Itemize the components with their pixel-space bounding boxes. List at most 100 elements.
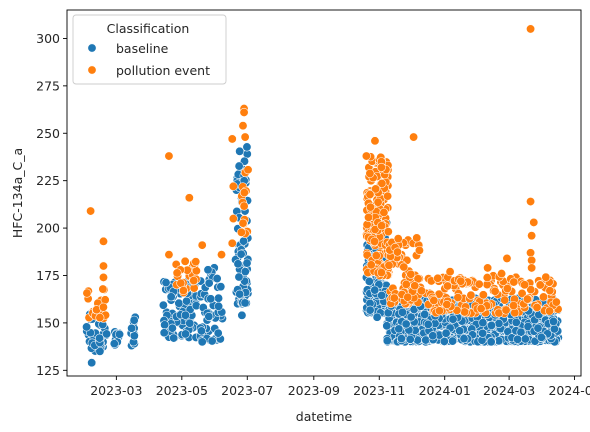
point-baseline (115, 330, 123, 338)
point-pollution-event (229, 214, 237, 222)
point-pollution-event (417, 287, 425, 295)
point-pollution-event (400, 263, 408, 271)
point-pollution-event (390, 294, 398, 302)
point-pollution-event (527, 264, 535, 272)
point-pollution-event (454, 293, 462, 301)
point-baseline (175, 299, 183, 307)
point-baseline (449, 315, 457, 323)
point-baseline (366, 306, 374, 314)
point-pollution-event (190, 276, 198, 284)
point-pollution-event (530, 218, 538, 226)
point-pollution-event (430, 296, 438, 304)
x-tick-label: 2024-01 (419, 383, 471, 398)
y-tick-label: 125 (36, 363, 60, 378)
y-tick-label: 300 (36, 31, 60, 46)
point-pollution-event (520, 281, 528, 289)
point-baseline (208, 337, 216, 345)
point-baseline (373, 313, 381, 321)
point-baseline (162, 278, 170, 286)
point-baseline (487, 321, 495, 329)
point-baseline (205, 312, 213, 320)
point-baseline (181, 311, 189, 319)
point-pollution-event (385, 261, 393, 269)
point-pollution-event (229, 182, 237, 190)
point-pollution-event (402, 280, 410, 288)
point-baseline (234, 260, 242, 268)
point-pollution-event (370, 237, 378, 245)
point-baseline (521, 335, 529, 343)
point-pollution-event (217, 250, 225, 258)
point-pollution-event (479, 291, 487, 299)
legend-label-pollution-event: pollution event (116, 63, 210, 78)
point-baseline (395, 325, 403, 333)
point-pollution-event (536, 281, 544, 289)
point-pollution-event (467, 291, 475, 299)
point-pollution-event (99, 237, 107, 245)
point-pollution-event (372, 251, 380, 259)
y-tick-label: 175 (36, 268, 60, 283)
legend-marker-pollution-event (88, 66, 96, 74)
point-baseline (383, 322, 391, 330)
point-pollution-event (503, 254, 511, 262)
point-pollution-event (533, 303, 541, 311)
point-baseline (537, 333, 545, 341)
point-baseline (442, 329, 450, 337)
point-baseline (243, 143, 251, 151)
point-baseline (420, 310, 428, 318)
point-baseline (460, 335, 468, 343)
point-baseline (429, 332, 437, 340)
point-pollution-event (526, 197, 534, 205)
point-baseline (130, 332, 138, 340)
point-pollution-event (366, 203, 374, 211)
point-pollution-event (374, 198, 382, 206)
point-pollution-event (457, 277, 465, 285)
point-baseline (213, 274, 221, 282)
legend-marker-baseline (88, 44, 96, 52)
legend-label-baseline: baseline (116, 41, 169, 56)
point-baseline (205, 279, 213, 287)
point-baseline (424, 320, 432, 328)
point-pollution-event (409, 133, 417, 141)
point-pollution-event (366, 190, 374, 198)
point-pollution-event (413, 234, 421, 242)
point-baseline (238, 311, 246, 319)
point-baseline (198, 338, 206, 346)
point-pollution-event (364, 213, 372, 221)
point-pollution-event (99, 303, 107, 311)
point-baseline (110, 339, 118, 347)
point-pollution-event (96, 313, 104, 321)
point-baseline (237, 250, 245, 258)
point-pollution-event (526, 25, 534, 33)
x-tick-label: 2023-03 (90, 383, 142, 398)
point-pollution-event (443, 300, 451, 308)
point-baseline (168, 324, 176, 332)
point-pollution-event (415, 246, 423, 254)
point-baseline (398, 308, 406, 316)
point-baseline (217, 282, 225, 290)
point-baseline (235, 147, 243, 155)
point-baseline (102, 330, 110, 338)
point-pollution-event (198, 241, 206, 249)
point-baseline (402, 320, 410, 328)
point-baseline (241, 299, 249, 307)
point-pollution-event (86, 207, 94, 215)
point-pollution-event (165, 152, 173, 160)
point-pollution-event (446, 268, 454, 276)
x-tick-label: 2024-03 (483, 383, 535, 398)
point-pollution-event (460, 308, 468, 316)
point-pollution-event (185, 194, 193, 202)
point-baseline (236, 290, 244, 298)
point-pollution-event (527, 231, 535, 239)
point-baseline (512, 318, 520, 326)
x-tick-label: 2023-09 (288, 383, 340, 398)
point-pollution-event (237, 228, 245, 236)
point-pollution-event (483, 264, 491, 272)
point-pollution-event (239, 219, 247, 227)
point-pollution-event (545, 307, 553, 315)
point-baseline (235, 273, 243, 281)
point-pollution-event (192, 257, 200, 265)
point-pollution-event (362, 152, 370, 160)
x-tick-label: 2023-05 (156, 383, 208, 398)
point-pollution-event (101, 296, 109, 304)
point-baseline (377, 291, 385, 299)
